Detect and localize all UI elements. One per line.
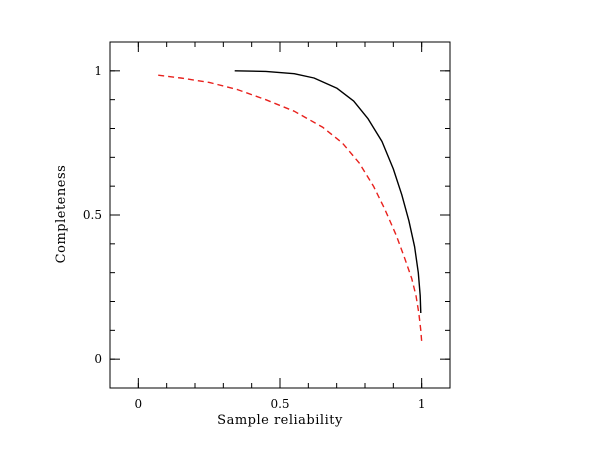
x-tick-label: 1 — [418, 397, 426, 411]
series-lines — [158, 70, 423, 342]
y-tick-label: 0 — [94, 352, 102, 366]
x-tick-labels: 0 0.5 1 — [135, 397, 426, 411]
series-line-dashed — [158, 74, 423, 342]
y-tick-label: 0.5 — [83, 208, 102, 222]
y-tick-labels: 00.51 — [83, 64, 102, 366]
x-axis-label: Sample reliability — [217, 413, 343, 428]
x-tick-label: 0 — [135, 397, 143, 411]
plot-frame — [109, 41, 451, 389]
major-ticks — [110, 42, 450, 388]
y-axis-label: Completeness — [54, 165, 69, 264]
x-tick-label: 0.5 — [270, 397, 289, 411]
minor-ticks — [110, 42, 450, 388]
y-tick-label: 1 — [94, 64, 102, 78]
series-line-solid — [234, 70, 422, 314]
